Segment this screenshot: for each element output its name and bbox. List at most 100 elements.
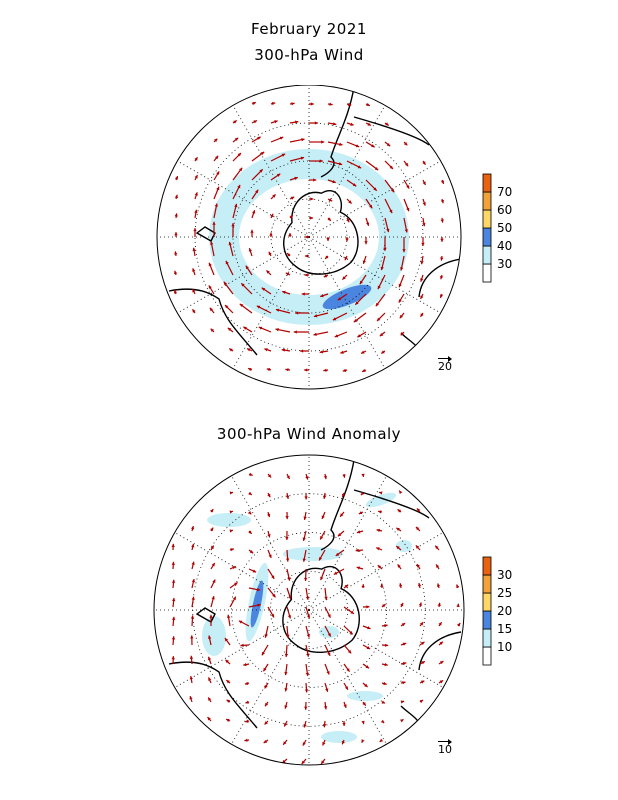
wind-arrow-head — [216, 171, 220, 175]
wind-arrow-head — [402, 249, 406, 253]
wind-arrow-head — [400, 719, 404, 723]
wind-arrow-head — [344, 686, 348, 690]
wind-arrow-head — [248, 368, 252, 372]
wind-arrow-head — [171, 561, 175, 565]
wind-arrow-head — [171, 616, 176, 620]
wind-arrow-head — [238, 167, 243, 172]
wind-arrow-head — [327, 652, 331, 656]
wind-arrow-head — [402, 642, 407, 646]
wind-arrow-head — [313, 314, 318, 318]
wind-arrow-head — [174, 232, 178, 236]
colorbar-top: 30 40 50 60 70 — [482, 173, 512, 283]
wind-arrow-head — [295, 311, 299, 315]
wind-arrow-head — [208, 262, 212, 267]
coastline — [418, 631, 462, 671]
wind-arrow-head — [306, 615, 311, 619]
wind-arrow-head — [282, 290, 286, 294]
wind-arrow-head — [279, 136, 284, 140]
wind-arrow-head — [247, 510, 252, 515]
wind-arrow-head — [263, 667, 267, 672]
wind-arrow-head — [284, 671, 288, 676]
wind-arrow-head — [396, 527, 400, 531]
wind-arrow-head — [207, 717, 211, 721]
wind-arrow-head — [439, 680, 444, 684]
wind-arrow-head — [397, 564, 401, 568]
wind-arrow-head — [253, 120, 257, 124]
wind-arrow-head — [404, 162, 409, 167]
wind-arrow-head — [274, 120, 278, 124]
wind-arrow-head — [306, 634, 310, 638]
wind-arrow-head — [193, 228, 197, 232]
wind-arrow-head — [189, 696, 193, 700]
wind-arrow-head — [342, 722, 346, 727]
wind-arrow-head — [284, 723, 288, 727]
wind-arrow-head — [379, 738, 384, 742]
wind-arrow-head — [245, 700, 249, 704]
wind-arrow-head — [229, 529, 233, 533]
wind-arrow-head — [271, 102, 276, 106]
colorbar-label: 15 — [497, 622, 512, 636]
reference-vector-label: 20 — [438, 360, 452, 373]
wind-arrow-head — [233, 120, 237, 124]
wind-arrow-head — [208, 697, 212, 701]
coastline — [283, 190, 359, 275]
wind-arrow-head — [415, 526, 420, 531]
wind-arrow-head — [304, 235, 309, 239]
wind-arrow-head — [237, 184, 241, 189]
wind-arrow-head — [352, 183, 357, 187]
map-boundary — [153, 454, 465, 766]
wind-arrow-head — [421, 242, 425, 246]
wind-arrow-head — [326, 237, 330, 242]
wind-arrow-head — [294, 120, 299, 124]
wind-arrow-head — [171, 636, 176, 640]
wind-arrow-head — [361, 739, 365, 743]
wind-arrow-head — [379, 332, 384, 337]
wind-arrow-head — [256, 305, 261, 309]
colorbar-swatch — [482, 209, 492, 229]
wind-arrow-head — [234, 582, 238, 586]
reference-arrow-icon — [438, 739, 452, 745]
reference-vector-bottom: 10 — [438, 739, 452, 756]
wind-arrow-head — [377, 285, 381, 290]
wind-arrow-head — [399, 490, 403, 495]
wind-arrow-head — [350, 122, 354, 126]
wind-arrow-head — [344, 584, 349, 588]
wind-arrow-head — [334, 334, 339, 338]
wind-arrow-head — [232, 596, 236, 601]
wind-arrow-head — [385, 122, 389, 126]
colorbar-bottom: 10 15 20 25 30 — [482, 556, 512, 666]
wind-arrow-head — [241, 283, 245, 287]
map-area — [157, 85, 461, 389]
wind-arrow-head — [226, 718, 230, 722]
wind-arrow-head — [337, 297, 342, 301]
wind-arrow-head — [384, 643, 389, 647]
wind-arrow-head — [341, 740, 345, 745]
coastline — [320, 459, 355, 551]
wind-arrow-head — [337, 533, 342, 537]
wind-arrow-head — [302, 537, 306, 541]
wind-arrow-head — [440, 294, 444, 298]
shaded-region — [250, 580, 264, 628]
wind-arrow-head — [210, 545, 214, 550]
wind-arrow-head — [264, 702, 269, 707]
shaded-region — [319, 626, 339, 638]
wind-arrow-head — [304, 496, 308, 500]
wind-arrow-head — [192, 289, 196, 293]
wind-arrow-head — [323, 706, 328, 710]
colorbar-swatch — [482, 263, 492, 283]
wind-arrow-head — [335, 552, 340, 556]
wind-arrow-head — [357, 165, 362, 169]
wind-arrow-head — [344, 256, 348, 261]
wind-arrow-head — [252, 102, 256, 106]
meridian-line — [231, 609, 310, 745]
wind-arrow-head — [192, 309, 196, 313]
wind-arrow-head — [332, 317, 337, 321]
wind-arrow-head — [418, 602, 423, 606]
coastline — [400, 332, 422, 356]
wind-arrow-head — [323, 475, 328, 480]
wind-arrow-head — [374, 166, 379, 171]
wind-arrow-head — [440, 199, 444, 204]
wind-arrow-head — [304, 689, 309, 693]
wind-arrow-head — [321, 760, 325, 764]
wind-arrow-head — [416, 564, 420, 568]
